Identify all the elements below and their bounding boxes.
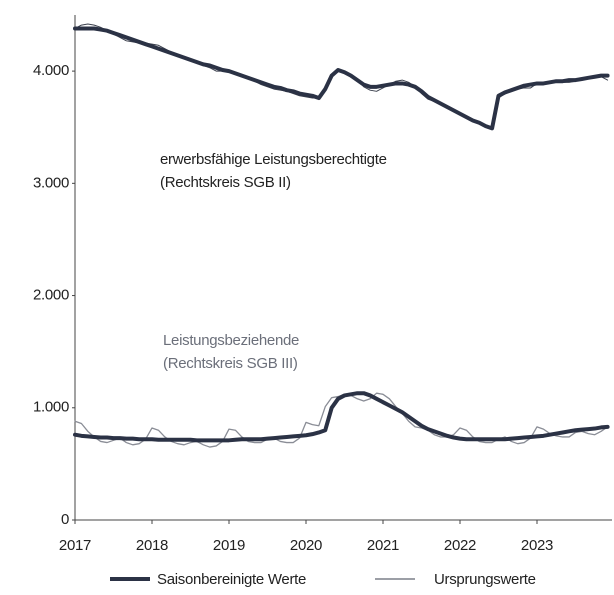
x-tick-label: 2017 bbox=[59, 537, 91, 554]
x-tick-label: 2020 bbox=[290, 537, 322, 554]
y-tick-label: 2.000 bbox=[33, 287, 69, 304]
x-tick-label: 2018 bbox=[136, 537, 168, 554]
y-tick-label: 1.000 bbox=[33, 399, 69, 416]
y-tick-label: 0 bbox=[61, 511, 69, 528]
x-tick-label: 2019 bbox=[213, 537, 245, 554]
y-tick-label: 3.000 bbox=[33, 174, 69, 191]
x-tick-label: 2022 bbox=[444, 537, 476, 554]
line-series bbox=[73, 391, 610, 443]
legend-label: Ursprungswerte bbox=[434, 571, 536, 588]
annotation: erwerbsfähige Leistungsberechtigte bbox=[160, 151, 387, 168]
annotation: Leistungsbeziehende bbox=[163, 332, 299, 349]
y-tick-label: 4.000 bbox=[33, 62, 69, 79]
line-series bbox=[73, 26, 610, 131]
annotation: (Rechtskreis SGB III) bbox=[163, 355, 298, 372]
x-tick-label: 2023 bbox=[521, 537, 553, 554]
x-tick-label: 2021 bbox=[367, 537, 399, 554]
annotation: (Rechtskreis SGB II) bbox=[160, 174, 291, 191]
legend-label: Saisonbereinigte Werte bbox=[157, 571, 306, 588]
line-series bbox=[74, 23, 609, 128]
